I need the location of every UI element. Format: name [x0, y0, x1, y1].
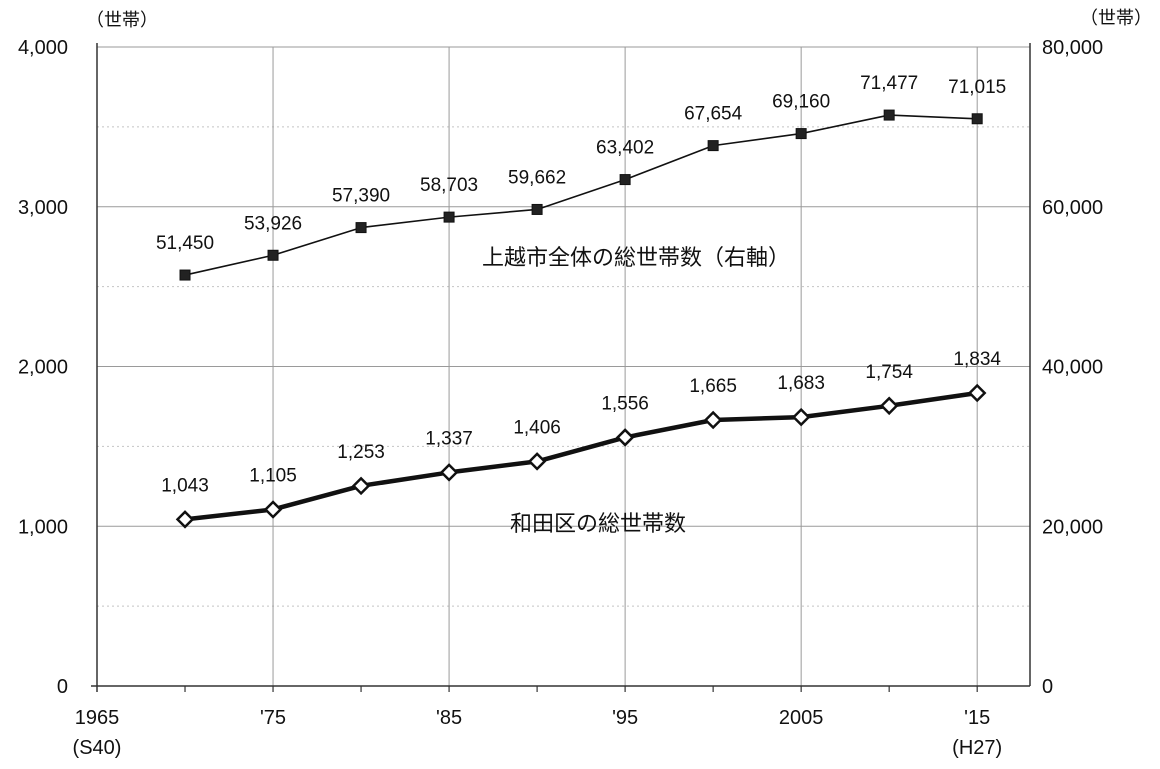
right-tick-label: 20,000 [1042, 516, 1103, 538]
right-tick-label: 40,000 [1042, 357, 1103, 379]
left-tick-label: 4,000 [18, 37, 68, 59]
data-point-square [355, 222, 367, 234]
right-tick-label: 60,000 [1042, 197, 1103, 219]
data-label: 71,477 [860, 73, 918, 94]
data-point-square [883, 109, 895, 121]
left-tick-label: 0 [57, 676, 68, 698]
data-point-diamond [879, 396, 899, 416]
left-tick-label: 2,000 [18, 357, 68, 379]
x-tick-sublabel: (S40) [73, 737, 122, 759]
data-point-square [443, 211, 455, 223]
x-axis-ticks: 1965 (S40) '75 '85 '95 2005 '15 (H27) [73, 707, 1003, 759]
data-label: 71,015 [948, 77, 1006, 98]
data-point-square [619, 174, 631, 186]
data-label: 69,160 [772, 92, 830, 113]
x-tick-label: '95 [612, 707, 638, 729]
right-axis-unit: （世帯） [1080, 8, 1152, 29]
data-label: 59,662 [508, 167, 566, 188]
data-label: 67,654 [684, 104, 743, 125]
data-point-diamond [615, 428, 635, 447]
data-point-square [795, 128, 807, 140]
data-point-diamond [175, 510, 195, 529]
right-axis-ticks: 80,000 60,000 40,000 20,000 0 [1042, 37, 1103, 698]
data-label: 1,043 [161, 475, 209, 496]
axes [91, 43, 1031, 692]
series-label-wada: 和田区の総世帯数 [510, 512, 686, 537]
left-tick-label: 3,000 [18, 197, 68, 219]
data-point-square [707, 140, 719, 152]
x-tick-label: 2005 [779, 707, 824, 729]
data-point-diamond [703, 410, 723, 430]
x-tick-label: '75 [260, 707, 286, 729]
data-point-square [531, 203, 543, 215]
data-point-square [267, 249, 279, 261]
data-point-diamond [351, 476, 371, 496]
data-point-diamond [263, 500, 283, 519]
grid [97, 46, 1030, 686]
data-label: 1,556 [601, 393, 649, 414]
series-line [184, 114, 978, 276]
data-point-square [971, 113, 983, 125]
data-point-diamond [439, 463, 459, 482]
data-label: 63,402 [596, 138, 654, 159]
data-label: 1,406 [513, 417, 561, 438]
data-label: 1,105 [249, 465, 297, 486]
data-label: 1,754 [865, 362, 913, 383]
x-tick-sublabel: (H27) [952, 737, 1002, 759]
x-tick-label: 1965 [75, 707, 120, 729]
series-0: 51,450 53,926 57,390 58,703 59,662 63,402 67,6… [156, 73, 1006, 281]
data-point-diamond [527, 452, 547, 471]
data-label: 1,834 [953, 349, 1001, 370]
right-tick-label: 0 [1042, 676, 1053, 698]
data-label: 1,665 [689, 376, 737, 397]
data-label: 51,450 [156, 233, 214, 254]
series-label-total: 上越市全体の総世帯数（右軸） [482, 246, 790, 271]
left-axis-ticks: 4,000 3,000 2,000 1,000 0 [18, 37, 68, 698]
data-point-square [179, 269, 191, 281]
left-tick-label: 1,000 [18, 516, 68, 538]
data-label: 1,253 [337, 442, 385, 463]
right-tick-label: 80,000 [1042, 37, 1103, 59]
series-line [184, 390, 978, 522]
series: 51,450 53,926 57,390 58,703 59,662 63,402 67,6… [156, 73, 1006, 529]
data-label: 1,683 [777, 373, 825, 394]
x-tick-label: '15 [964, 707, 990, 729]
left-axis-unit: （世帯） [86, 10, 158, 31]
data-label: 57,390 [332, 186, 390, 207]
data-point-diamond [791, 407, 811, 427]
x-tick-label: '85 [436, 707, 462, 729]
series-1: 1,043 1,105 1,253 1,337 1,406 1,556 1,665 1,683… [161, 349, 1001, 529]
data-label: 1,337 [425, 428, 473, 449]
data-point-diamond [967, 383, 987, 403]
data-label: 58,703 [420, 175, 478, 196]
data-label: 53,926 [244, 213, 302, 234]
